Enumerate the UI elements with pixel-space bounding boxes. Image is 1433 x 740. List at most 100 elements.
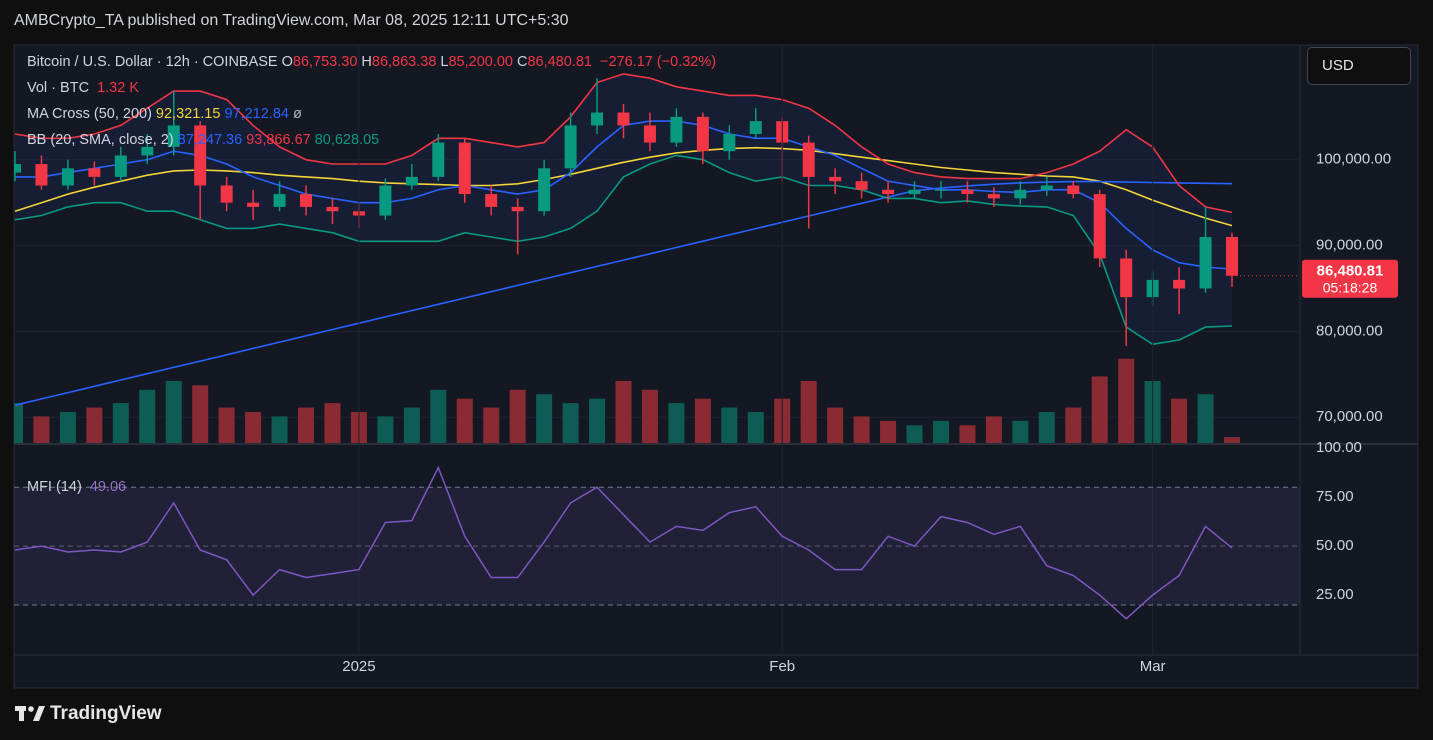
ohlc-value: 86,480.81 [527,54,592,70]
candle-body [934,189,947,191]
candle-body [538,168,551,212]
y-tick-label: 100.00 [1316,439,1362,456]
candle-body [855,181,868,190]
y-tick-label: 25.00 [1316,586,1354,603]
bb-legend: BB (20, SMA, close, 2) 87,247.36 93,866.67… [27,132,383,148]
indicator-suffix: ø [292,106,302,122]
candle-body [1173,279,1186,289]
indicator-line [14,180,1233,406]
candle-body [458,142,471,195]
volume-last: 1.32 K [97,80,139,96]
candle-body [1120,258,1133,298]
candle-body [564,125,577,169]
y-tick-label: 90,000.00 [1316,237,1383,254]
candle-body [908,189,921,195]
candle-body [432,142,445,177]
candle-body [961,189,974,195]
volume-bar [192,385,209,443]
volume-bar [589,398,606,443]
candle-body [591,112,604,126]
ohlc-value: 85,200.00 [448,54,513,70]
candle-body [1014,189,1027,199]
tradingview-logo [15,706,45,721]
indicator-value: 93,866.67 [246,132,311,148]
candle-body [61,168,74,186]
volume-legend: Vol · BTC 1.32 K [27,80,143,96]
ohlc-value: 86,753.30 [292,54,358,70]
volume-bar [33,416,50,443]
volume-bar [112,403,129,443]
candle-body [723,133,736,152]
candle-body [696,116,709,152]
indicator-name: MA Cross (50, 200) [27,106,152,122]
volume-bar [747,411,764,443]
volume-bar [668,403,685,443]
price-pane [14,73,1300,443]
volume-bar [86,407,103,443]
x-tick-label: Mar [1140,658,1166,675]
candle-body [511,206,524,212]
footer-brand: TradingView [50,703,162,724]
symbol-title: Bitcoin / U.S. Dollar · 12h · COINBASE [27,54,278,70]
candle-body [141,146,154,156]
y-tick-label: 100,000.00 [1316,151,1391,168]
volume-bar [245,411,262,443]
candle-body [167,125,180,147]
volume-bar [509,389,526,443]
candle-body [617,112,630,126]
indicator-line [14,146,1233,227]
volume-bar [1012,420,1029,443]
candle-body [802,142,815,177]
change-label: −276.17 (−0.32%) [600,54,717,70]
candle-body [194,125,207,186]
candle-body [405,176,418,186]
candle-body [300,194,313,207]
ohlc-prefix: C [517,54,528,70]
volume-bar [1224,437,1240,443]
candle-body [1040,185,1053,190]
volume-bar [827,407,844,443]
candle-body [829,176,842,182]
mfi-legend: MFI (14) 49.06 [27,479,130,495]
indicator-line [14,154,1233,346]
candle-body [247,202,260,207]
volume-bar [985,416,1002,443]
candle-body [326,206,339,212]
ma-legend: MA Cross (50, 200) 92,321.15 97,212.84 ø [27,106,306,122]
indicator-name: BB (20, SMA, close, 2) [27,132,174,148]
candle-body [35,164,48,186]
candle-body [1226,236,1238,276]
volume-bar [906,425,923,443]
volume-bar [324,403,341,443]
indicator-value: 97,212.84 [224,106,289,122]
volume-bar [14,403,23,443]
publisher-line: AMBCrypto_TA published on TradingView.co… [14,12,569,29]
candle-body [88,168,101,177]
candle-body [14,164,21,173]
indicator-value: 87,247.36 [177,132,243,148]
volume-bar [562,403,579,443]
currency-button[interactable]: USD [1307,47,1411,85]
y-tick-label: 75.00 [1316,488,1354,505]
mfi-name: MFI (14) [27,479,82,495]
y-tick-label: 80,000.00 [1316,322,1383,339]
candle-body [379,185,392,216]
candle-body [220,185,233,203]
candle-body [485,194,498,207]
indicator-value: 92,321.15 [155,106,221,122]
volume-bar [298,407,315,443]
volume-bar [377,416,394,443]
x-tick-label: Feb [769,658,795,675]
ohlc-prefix: O [281,54,293,70]
candle-body [273,194,286,207]
volume-bar [218,407,235,443]
volume-bar [536,394,553,443]
volume-bar [483,407,500,443]
candle-body [749,121,762,134]
volume-bar [721,407,738,443]
last-price-tag [1302,259,1398,298]
ohlc-value: 86,863.38 [371,54,437,70]
mfi-last: 49.06 [89,479,127,495]
